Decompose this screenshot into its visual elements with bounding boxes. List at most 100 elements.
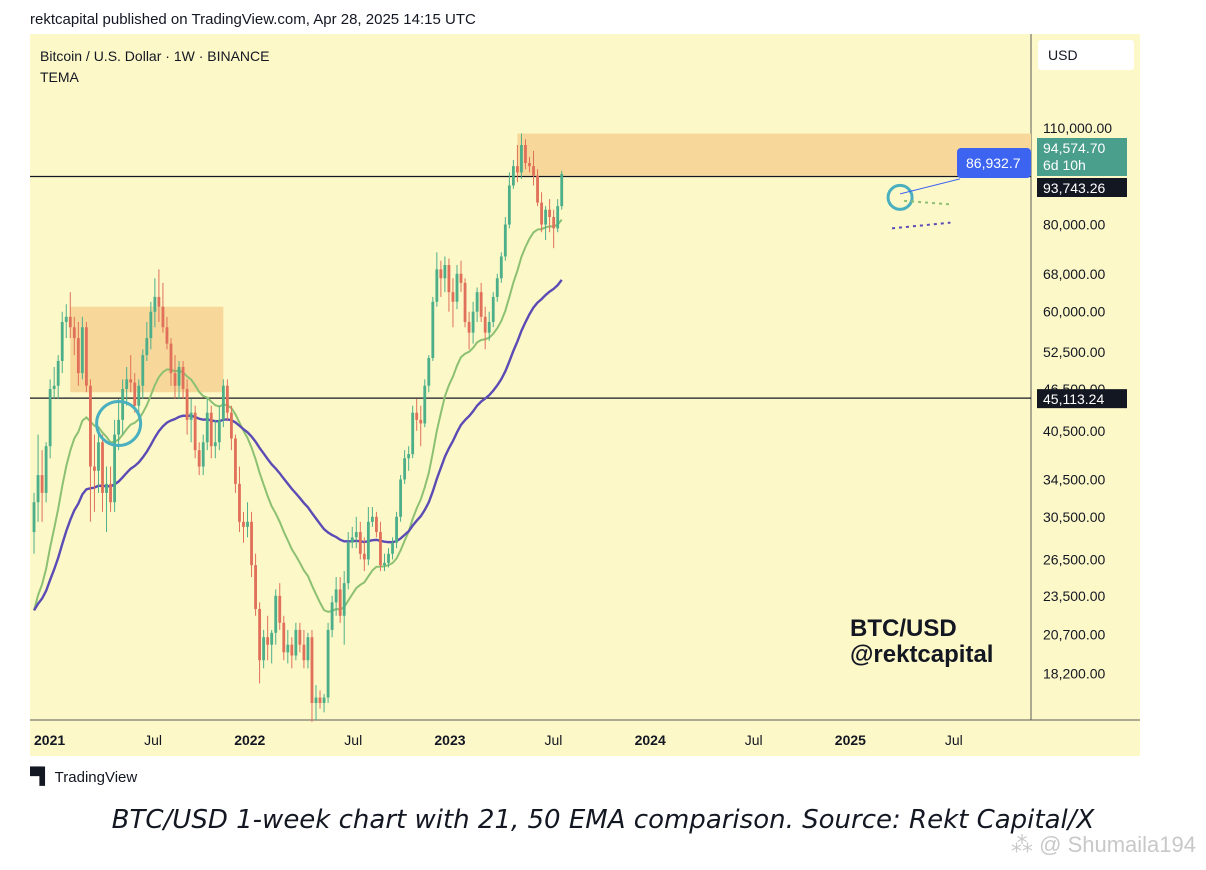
y-tick-label: 40,500.00 xyxy=(1043,423,1105,439)
candle-body xyxy=(298,629,302,645)
candle-body xyxy=(439,269,443,279)
candle-body xyxy=(109,483,112,503)
candle-body xyxy=(375,516,378,533)
candle-body xyxy=(427,358,431,386)
candle-body xyxy=(125,379,129,389)
candle-body xyxy=(540,202,543,225)
crosshair-price-value: 86,932.7 xyxy=(966,155,1021,171)
candle-body xyxy=(161,306,165,328)
chart-svg: USD Bitcoin / U.S. Dollar · 1W · BINANCE… xyxy=(30,34,1140,756)
x-tick-label: Jul xyxy=(144,732,162,748)
candle-body xyxy=(362,553,366,560)
candle-body xyxy=(278,595,282,623)
figure-caption: BTC/USD 1-week chart with 21, 50 EMA com… xyxy=(111,805,1095,835)
candle-body xyxy=(36,475,40,503)
candle-body xyxy=(266,637,270,645)
line-price-value: 93,743.26 xyxy=(1043,180,1105,196)
candle-body xyxy=(342,583,346,616)
candle-body xyxy=(528,163,531,167)
indicator-line: TEMA xyxy=(40,69,80,85)
candle-body xyxy=(431,301,435,359)
candle-body xyxy=(197,450,201,467)
candle-body xyxy=(423,385,427,424)
x-axis-labels: 2021 Jul 2022 Jul 2023 Jul 2024 Jul 2025 Jul xyxy=(34,732,963,748)
candle-body xyxy=(213,442,217,447)
candle-body xyxy=(205,412,209,443)
candle-body xyxy=(173,373,177,386)
candle-body xyxy=(193,412,197,451)
candle-body xyxy=(322,697,326,703)
candle-body xyxy=(129,379,133,383)
candle-body xyxy=(137,385,141,406)
candle-body xyxy=(471,311,475,333)
y-tick-label: 30,500.00 xyxy=(1043,509,1105,525)
candle-body xyxy=(169,343,173,374)
candle-body xyxy=(395,516,398,543)
candle-body xyxy=(93,466,96,471)
price-pointer-line xyxy=(899,178,961,195)
candle-body xyxy=(177,366,181,386)
candle-body xyxy=(403,458,407,480)
candle-body xyxy=(455,273,459,302)
candle-body xyxy=(459,273,463,283)
candle-body xyxy=(370,516,374,522)
tradingview-logo-icon: ▀▌ xyxy=(30,768,51,785)
candle-body xyxy=(64,316,68,322)
candle-body xyxy=(76,338,80,374)
candle-body xyxy=(524,145,527,164)
y-tick-label: 26,500.00 xyxy=(1043,551,1105,567)
candle-body xyxy=(411,412,415,455)
candle-body xyxy=(419,419,423,424)
candle-body xyxy=(520,145,523,173)
candle-body xyxy=(68,316,72,328)
candle-body xyxy=(294,629,298,656)
x-tick-label: Jul xyxy=(745,732,763,748)
x-tick-label: 2025 xyxy=(835,732,866,748)
y-tick-label: 34,500.00 xyxy=(1043,471,1105,487)
candle-body xyxy=(149,311,153,339)
candle-body xyxy=(350,537,354,543)
highlight-circle-2025 xyxy=(886,183,914,211)
candle-body xyxy=(141,355,145,386)
y-tick-label: 18,200.00 xyxy=(1043,665,1105,681)
tradingview-footer: ▀▌ TradingView xyxy=(30,768,137,786)
candle-body xyxy=(133,382,137,406)
zone-2025 xyxy=(517,133,1031,176)
x-tick-label: Jul xyxy=(344,732,362,748)
candle-body xyxy=(40,475,44,493)
chart-watermark-pair: BTC/USD xyxy=(850,615,957,642)
candle-body xyxy=(229,412,233,439)
candle-body xyxy=(443,264,447,279)
candle-body xyxy=(189,412,193,420)
candle-body xyxy=(84,327,88,386)
candle-body xyxy=(366,521,370,560)
candle-body xyxy=(181,366,185,389)
candle-body xyxy=(165,327,169,344)
publish-header: rektcapital published on TradingView.com… xyxy=(30,11,476,28)
y-tick-label: 20,700.00 xyxy=(1043,626,1105,642)
candle-body xyxy=(145,338,149,356)
candle-body xyxy=(552,217,556,229)
candle-body xyxy=(487,321,491,333)
ema50-projection xyxy=(891,221,951,230)
candle-body xyxy=(314,697,318,703)
currency-label: USD xyxy=(1048,47,1078,63)
y-tick-label: 52,500.00 xyxy=(1043,344,1105,360)
y-tick-label: 60,000.00 xyxy=(1043,304,1105,320)
candle-body xyxy=(354,532,358,538)
candle-body xyxy=(379,532,382,566)
candle-body xyxy=(254,565,257,609)
candle-body xyxy=(306,637,310,661)
currency-box xyxy=(1038,40,1134,70)
x-tick-label: Jul xyxy=(945,732,963,748)
corner-watermark-text: Shumaila194 xyxy=(1067,832,1196,857)
candle-body xyxy=(383,562,386,566)
candle-body xyxy=(290,644,294,656)
candle-body xyxy=(121,388,125,420)
candle-body xyxy=(101,442,104,493)
candle-body xyxy=(97,442,100,471)
candle-body xyxy=(407,454,411,459)
y-tick-label: 80,000.00 xyxy=(1043,217,1105,233)
highlight-circle-2021 xyxy=(95,399,143,447)
